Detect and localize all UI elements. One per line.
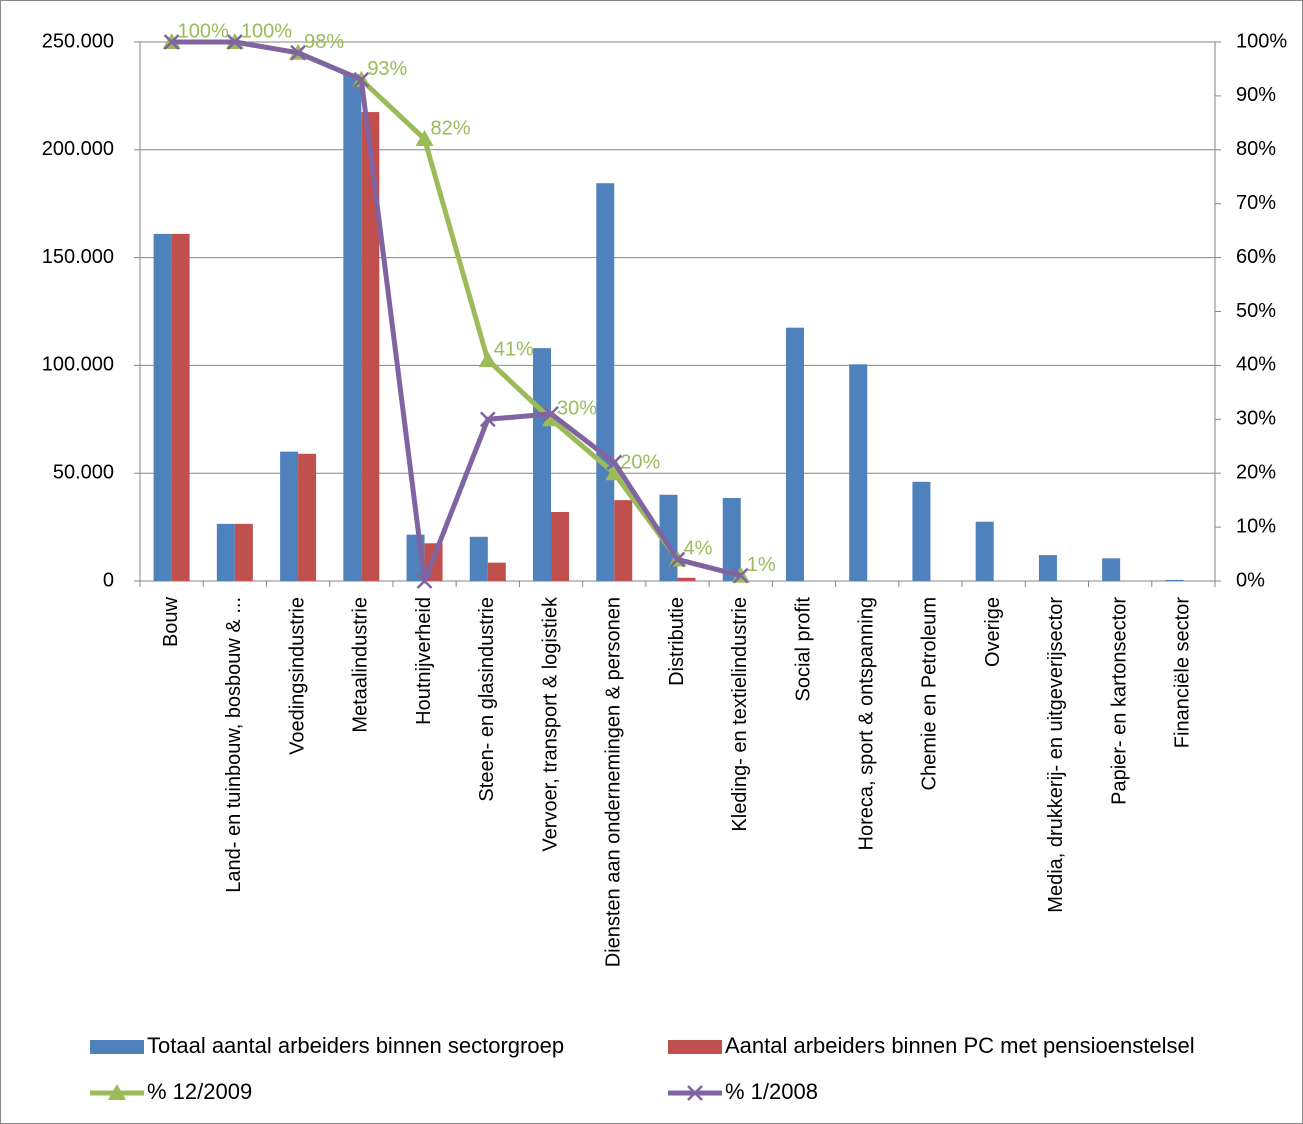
x-tick-label: Voedingsindustrie <box>286 597 308 755</box>
y2-tick-label: 30% <box>1236 408 1276 430</box>
data-label: 41% <box>494 338 534 360</box>
y-tick-label: 250.000 <box>42 30 114 52</box>
marker <box>542 410 561 427</box>
legend-label: Aantal arbeiders binnen PC met pensioens… <box>725 1033 1195 1058</box>
marker <box>353 71 370 88</box>
data-label: 20% <box>620 451 660 473</box>
data-label: 93% <box>367 58 407 80</box>
bar <box>361 112 380 581</box>
legend-swatch <box>90 1040 144 1054</box>
legend-marker <box>687 1085 703 1101</box>
bar <box>596 183 615 581</box>
y-tick-label: 150.000 <box>42 246 114 268</box>
bar <box>216 523 235 581</box>
data-label: 4% <box>684 538 713 560</box>
bar <box>533 348 552 581</box>
bar <box>1165 579 1184 581</box>
x-tick-label: Overige <box>982 597 1004 667</box>
marker <box>478 351 497 368</box>
legend-label: Totaal aantal arbeiders binnen sectorgro… <box>147 1033 564 1058</box>
bar <box>849 364 868 581</box>
bar <box>551 512 570 581</box>
marker <box>732 567 749 584</box>
marker <box>605 464 624 481</box>
x-tick-label: Financiële sector <box>1172 597 1194 749</box>
y-tick-label: 0 <box>103 569 114 591</box>
marker <box>163 34 180 50</box>
y2-tick-label: 20% <box>1236 461 1276 483</box>
bar <box>298 453 317 581</box>
marker <box>415 130 434 147</box>
y2-tick-label: 40% <box>1236 354 1276 376</box>
y2-tick-label: 80% <box>1236 138 1276 160</box>
x-tick-label: Bouw <box>160 596 182 647</box>
x-tick-label: Metaalindustrie <box>350 597 372 733</box>
data-label: 100% <box>241 20 292 42</box>
marker <box>416 573 433 589</box>
y2-tick-label: 10% <box>1236 515 1276 537</box>
bar <box>487 562 506 581</box>
data-label: 98% <box>304 31 344 53</box>
y2-tick-label: 90% <box>1236 84 1276 106</box>
x-tick-label: Social profit <box>792 597 814 702</box>
bar <box>469 536 488 581</box>
data-label: 1% <box>747 554 776 576</box>
bar <box>677 577 696 581</box>
y-tick-label: 200.000 <box>42 138 114 160</box>
bar <box>785 327 804 581</box>
legend-label: % 1/2008 <box>725 1079 818 1104</box>
marker <box>669 551 686 568</box>
bar <box>153 233 172 581</box>
x-tick-label: Land- en tuinbouw, bosbouw & ... <box>223 597 245 893</box>
x-tick-label: Chemie en Petroleum <box>919 597 941 790</box>
y2-tick-label: 50% <box>1236 300 1276 322</box>
bar <box>343 74 362 581</box>
x-tick-label: Kleding- en textielindustrie <box>729 597 751 832</box>
x-tick-label: Houtnijverheid <box>413 597 435 725</box>
data-label: 82% <box>431 117 471 139</box>
y2-tick-label: 100% <box>1236 30 1287 52</box>
y-tick-label: 50.000 <box>53 461 114 483</box>
y-tick-label: 100.000 <box>42 354 114 376</box>
data-label: 100% <box>178 20 229 42</box>
bar <box>234 523 253 581</box>
bar <box>1102 558 1121 581</box>
x-tick-label: Steen- en glasindustrie <box>476 597 498 802</box>
bar <box>912 481 931 581</box>
bar <box>975 521 994 581</box>
y2-tick-label: 0% <box>1236 569 1265 591</box>
x-tick-label: Distributie <box>666 597 688 686</box>
marker <box>479 411 496 428</box>
legend-swatch <box>668 1040 722 1054</box>
x-tick-label: Papier- en kartonsector <box>1108 597 1130 805</box>
data-label: 30% <box>557 398 597 420</box>
marker <box>290 44 306 61</box>
x-tick-label: Diensten aan ondernemingen & personen <box>603 597 625 967</box>
marker <box>606 454 623 471</box>
line <box>171 39 742 584</box>
x-tick-label: Vervoer, transport & logistiek <box>539 596 561 852</box>
y2-tick-label: 60% <box>1236 246 1276 268</box>
legend-marker <box>108 1084 126 1100</box>
bar <box>171 233 190 581</box>
bar <box>1038 555 1057 581</box>
bar <box>614 500 633 581</box>
bar <box>280 451 299 581</box>
x-tick-label: Horeca, sport & ontspanning <box>855 597 877 851</box>
marker <box>543 406 559 422</box>
y2-tick-label: 70% <box>1236 192 1276 214</box>
legend-label: % 12/2009 <box>147 1079 252 1104</box>
x-tick-label: Media, drukkerij- en uitgeverijsector <box>1045 597 1067 913</box>
marker <box>226 34 243 50</box>
bar <box>722 497 741 581</box>
